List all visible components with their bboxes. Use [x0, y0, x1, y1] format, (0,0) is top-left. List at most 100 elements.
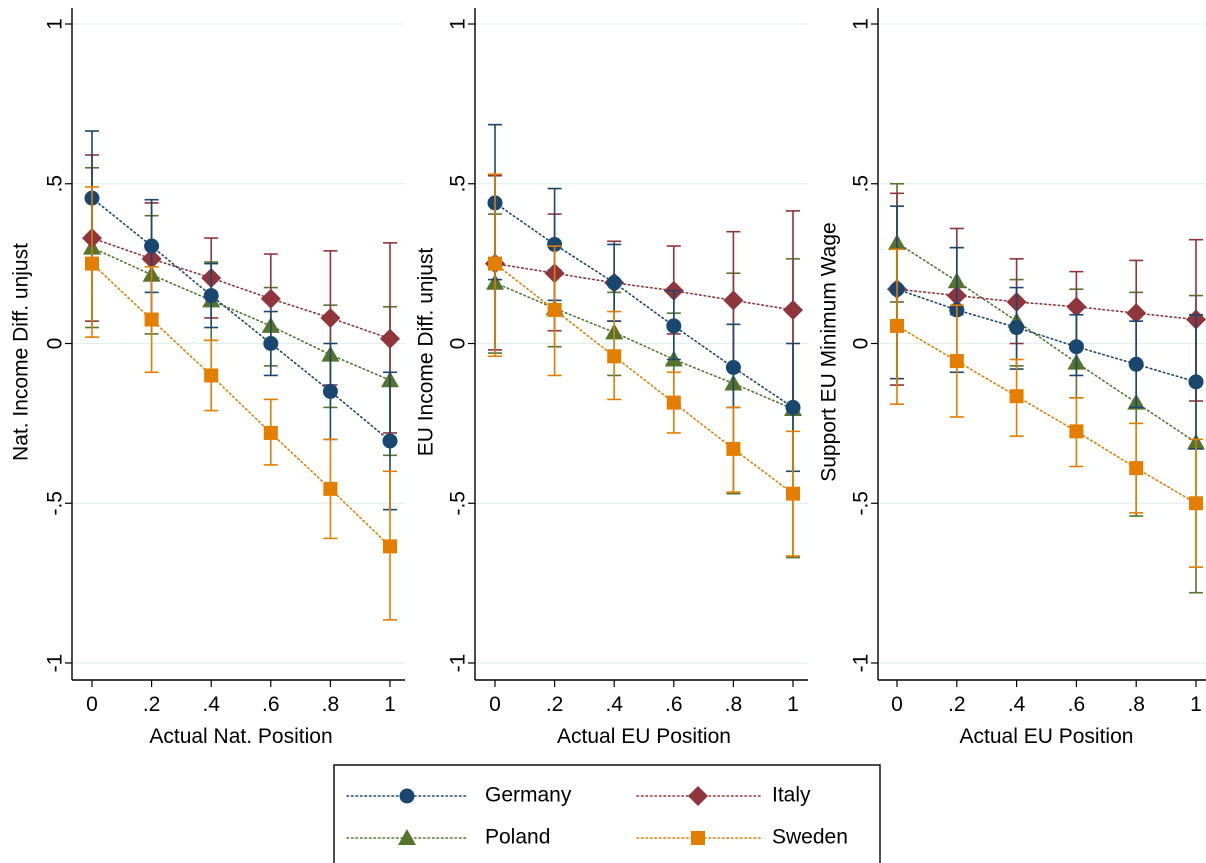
series-line-italy: [494, 262, 794, 311]
point-sweden: [949, 354, 964, 369]
y-tick-label: -.5: [447, 491, 470, 516]
point-italy: [723, 290, 744, 311]
point-italy: [380, 328, 400, 349]
x-tick-label: .8: [322, 693, 340, 716]
series-line-germany: [896, 288, 1197, 383]
y-tick-label: -.5: [44, 491, 67, 516]
series-line-germany: [494, 202, 794, 409]
point-germany: [666, 318, 682, 334]
point-sweden: [890, 318, 904, 333]
y-tick-label: 0: [447, 338, 470, 350]
series-italy: [82, 154, 400, 434]
y-axis-title: Nat. Income Diff. unjust: [10, 243, 33, 461]
point-germany: [785, 399, 801, 415]
series-line-germany: [91, 197, 391, 442]
x-tick-label: 1: [787, 693, 799, 716]
series-line-poland: [91, 246, 391, 382]
x-tick-label: .2: [546, 693, 564, 716]
point-sweden: [204, 368, 219, 383]
legend-marker-italy: [688, 786, 708, 806]
point-germany: [606, 275, 622, 291]
point-sweden: [726, 441, 741, 456]
series-sweden: [488, 173, 800, 557]
legend-item-poland: Poland: [346, 826, 550, 849]
series-line-sweden: [91, 262, 391, 548]
legend-marker-poland: [398, 829, 416, 845]
series-italy: [887, 192, 1206, 402]
x-tick-label: 1: [384, 693, 396, 716]
point-sweden: [1129, 461, 1144, 476]
y-tick-label: 0: [44, 338, 67, 350]
legend-marker-germany: [399, 788, 415, 804]
x-tick-label: .6: [262, 693, 280, 716]
legend-label-sweden: Sweden: [772, 826, 848, 849]
x-tick-label: .4: [202, 693, 220, 716]
legend-label-italy: Italy: [772, 784, 811, 807]
point-germany: [144, 238, 160, 254]
series-line-italy: [896, 288, 1197, 321]
legend-item-sweden: Sweden: [636, 826, 848, 849]
series-germany: [84, 130, 398, 511]
series-line-italy: [91, 237, 391, 340]
y-tick-label: 1: [850, 18, 873, 30]
point-sweden: [786, 486, 800, 501]
y-tick-label: -1: [850, 654, 873, 673]
x-axis-title: Actual EU Position: [557, 725, 731, 748]
point-sweden: [263, 425, 278, 440]
x-tick-label: 0: [891, 693, 903, 716]
x-tick-label: .6: [665, 693, 683, 716]
x-tick-label: 0: [86, 693, 98, 716]
chart-panel-3: 1 .5 0 -.5 -1 0 .2 .4 .6 .8 1 Actual EU Position Sup…: [818, 8, 1206, 748]
series-italy: [485, 174, 803, 409]
legend-item-italy: Italy: [636, 784, 811, 807]
point-sweden: [488, 256, 502, 271]
point-italy: [320, 307, 341, 328]
y-tick-label: 1: [447, 18, 470, 30]
x-tick-label: 0: [489, 693, 501, 716]
point-sweden: [1069, 424, 1084, 439]
series-sweden: [85, 186, 397, 621]
series-line-sweden: [896, 325, 1197, 505]
legend-label-poland: Poland: [485, 826, 550, 849]
y-axis-title: Support EU Minimum Wage: [818, 222, 841, 481]
x-tick-label: .6: [1068, 693, 1086, 716]
point-sweden: [1009, 389, 1024, 404]
point-sweden: [85, 256, 99, 271]
point-germany: [1009, 320, 1025, 336]
point-italy: [783, 299, 803, 320]
point-germany: [322, 383, 338, 399]
y-axis-title: EU Income Diff. unjust: [415, 248, 438, 457]
x-axis-title: Actual Nat. Position: [149, 725, 332, 748]
point-germany: [382, 433, 398, 449]
x-axis-title: Actual EU Position: [960, 725, 1134, 748]
y-tick-label: 0: [850, 338, 873, 350]
x-tick-label: .8: [1127, 693, 1145, 716]
y-tick-label: 1: [44, 18, 67, 30]
y-tick-label: -1: [44, 654, 67, 673]
series-poland: [83, 166, 399, 457]
y-tick-label: -1: [447, 654, 470, 673]
point-germany: [203, 288, 219, 304]
point-italy: [1126, 303, 1147, 324]
chart-panel-2: 1 .5 0 -.5 -1 0 .2 .4 .6 .8 1 Actual EU Position EU …: [415, 8, 808, 748]
series-line-poland: [896, 242, 1197, 444]
series-line-poland: [494, 281, 794, 410]
legend-item-germany: Germany: [346, 784, 572, 807]
series-germany: [889, 205, 1204, 450]
y-tick-label: .5: [850, 175, 873, 193]
chart-panel-1: 1 .5 0 -.5 -1 0 .2 .4 .6 .8 1 Actual Nat. Position N…: [10, 8, 405, 748]
legend: Germany Italy Poland Sweden: [333, 764, 881, 863]
point-germany: [725, 359, 741, 375]
point-germany: [1068, 339, 1084, 355]
x-tick-label: .2: [143, 693, 161, 716]
legend-marker-sweden: [691, 831, 705, 845]
point-italy: [1066, 296, 1087, 317]
point-sweden: [547, 302, 562, 317]
legend-box: [333, 764, 881, 863]
x-tick-label: .4: [1008, 693, 1026, 716]
point-italy: [260, 288, 281, 309]
series-poland: [888, 182, 1205, 594]
y-tick-label: .5: [447, 175, 470, 193]
x-tick-label: .8: [725, 693, 743, 716]
